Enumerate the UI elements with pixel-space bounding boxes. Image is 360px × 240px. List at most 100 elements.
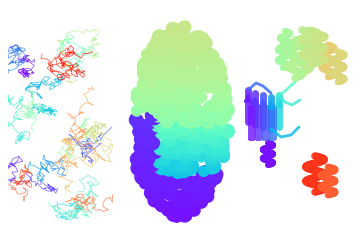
Circle shape [141, 125, 152, 135]
Circle shape [157, 41, 167, 51]
Circle shape [134, 96, 145, 107]
Circle shape [180, 145, 193, 159]
Circle shape [154, 93, 167, 106]
Circle shape [166, 95, 176, 105]
Circle shape [136, 130, 149, 143]
Circle shape [145, 172, 155, 181]
Circle shape [149, 186, 161, 198]
Circle shape [162, 65, 173, 76]
Circle shape [153, 170, 163, 180]
Circle shape [177, 207, 192, 222]
Circle shape [154, 96, 165, 107]
Circle shape [142, 153, 154, 165]
Circle shape [186, 58, 195, 67]
Circle shape [206, 149, 219, 162]
Circle shape [211, 76, 221, 86]
Circle shape [156, 58, 166, 68]
Circle shape [178, 176, 192, 189]
Circle shape [217, 122, 227, 132]
Circle shape [178, 63, 189, 74]
Circle shape [145, 186, 159, 200]
Circle shape [173, 87, 185, 99]
Circle shape [143, 161, 153, 170]
Circle shape [168, 149, 179, 159]
Circle shape [168, 55, 182, 69]
Circle shape [209, 144, 221, 156]
Circle shape [208, 144, 223, 159]
Circle shape [196, 32, 209, 45]
Circle shape [184, 146, 197, 158]
Circle shape [132, 87, 145, 101]
Circle shape [152, 184, 163, 195]
Circle shape [179, 142, 189, 152]
Circle shape [181, 154, 192, 165]
Circle shape [195, 196, 207, 208]
Circle shape [217, 108, 232, 122]
Circle shape [172, 38, 184, 50]
Circle shape [205, 186, 214, 196]
Circle shape [176, 157, 191, 172]
Circle shape [155, 189, 166, 200]
Circle shape [183, 34, 195, 46]
Circle shape [158, 36, 167, 45]
Circle shape [184, 115, 194, 125]
Circle shape [171, 166, 181, 177]
Circle shape [186, 115, 198, 126]
Circle shape [136, 96, 150, 110]
Circle shape [140, 55, 153, 68]
Circle shape [134, 94, 143, 104]
Circle shape [198, 187, 208, 198]
Circle shape [155, 51, 165, 60]
Circle shape [148, 181, 160, 193]
Circle shape [148, 112, 161, 125]
Circle shape [143, 97, 154, 108]
Circle shape [167, 32, 181, 46]
Circle shape [184, 139, 197, 153]
Circle shape [148, 110, 161, 123]
Circle shape [170, 72, 183, 85]
Circle shape [217, 102, 226, 111]
Circle shape [136, 123, 149, 136]
Circle shape [172, 191, 184, 203]
Circle shape [201, 168, 212, 180]
Circle shape [203, 175, 217, 189]
Circle shape [213, 92, 225, 104]
Circle shape [135, 170, 150, 185]
Circle shape [166, 69, 176, 81]
Circle shape [218, 145, 229, 156]
Circle shape [199, 57, 213, 71]
Circle shape [135, 118, 146, 130]
Circle shape [197, 152, 206, 162]
Circle shape [185, 37, 198, 50]
Circle shape [165, 65, 175, 74]
Circle shape [163, 201, 177, 216]
Circle shape [199, 36, 212, 49]
Circle shape [161, 62, 176, 77]
Circle shape [186, 45, 198, 56]
Circle shape [166, 118, 179, 132]
Circle shape [177, 115, 187, 125]
Circle shape [137, 86, 149, 99]
Circle shape [153, 105, 167, 119]
Circle shape [198, 72, 208, 82]
Circle shape [203, 65, 213, 76]
Circle shape [175, 165, 185, 175]
Circle shape [186, 38, 200, 51]
Circle shape [206, 129, 215, 138]
Circle shape [177, 75, 190, 88]
Circle shape [193, 186, 204, 197]
Circle shape [216, 83, 231, 97]
Circle shape [201, 168, 214, 181]
Circle shape [150, 130, 159, 139]
Circle shape [149, 82, 162, 95]
Circle shape [183, 103, 196, 115]
Circle shape [156, 33, 168, 44]
Circle shape [160, 63, 170, 73]
Circle shape [149, 50, 163, 65]
Circle shape [215, 114, 228, 126]
Circle shape [142, 141, 153, 152]
Circle shape [180, 174, 193, 187]
Circle shape [208, 119, 221, 132]
Circle shape [185, 181, 194, 190]
Circle shape [166, 108, 180, 121]
